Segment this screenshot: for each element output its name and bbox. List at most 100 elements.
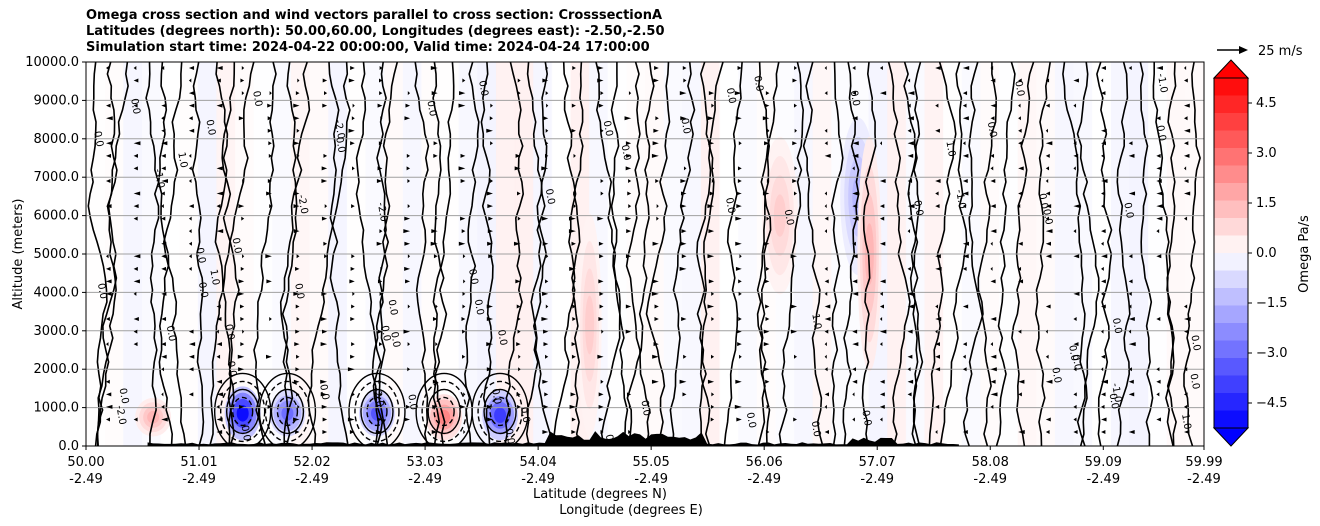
- wind-vector: [824, 66, 827, 70]
- wind-vector: [487, 417, 493, 422]
- wind-vector: [852, 342, 859, 347]
- wind-vector: [824, 204, 827, 209]
- wind-vector: [377, 329, 383, 334]
- wind-vector: [1073, 291, 1080, 296]
- wind-vector: [106, 66, 109, 70]
- wind-vector: [133, 317, 139, 322]
- wind-vector: [1045, 379, 1053, 384]
- wind-vector: [240, 342, 245, 347]
- wind-vector: [1128, 254, 1133, 259]
- wind-vector: [297, 78, 300, 83]
- wind-vector: [322, 430, 328, 434]
- wind-vector: [824, 304, 831, 309]
- wind-vector: [737, 166, 742, 171]
- y-tick-labels: 0.0 1000.0 2000.0 3000.0 4000.0 5000.0 6000.0 7…: [25, 55, 86, 454]
- wind-vector: [1156, 379, 1161, 384]
- wind-vector: [962, 342, 967, 347]
- wind-vector: [1184, 103, 1190, 108]
- wind-vector: [161, 317, 167, 322]
- wind-vector: [990, 354, 997, 359]
- wind-vector: [1156, 204, 1164, 209]
- wind-vector: [349, 430, 355, 434]
- wind-vector: [628, 430, 632, 434]
- wind-vector: [962, 430, 968, 434]
- wind-vector: [352, 392, 355, 397]
- colorbar-tick-label: 4.5: [1256, 96, 1277, 111]
- wind-vector: [734, 91, 742, 96]
- wind-vector: [542, 291, 549, 296]
- wind-vector: [462, 304, 466, 309]
- contour-loop: [471, 372, 529, 446]
- wind-vector: [407, 204, 411, 209]
- wind-vector: [571, 342, 576, 347]
- contour-label: 0.0: [194, 247, 208, 265]
- contour-label: 0.0: [985, 121, 999, 139]
- colorbar-tick-label: 3.0: [1256, 146, 1277, 161]
- wind-vector: [293, 204, 300, 209]
- contour-label: 0.0: [386, 299, 400, 317]
- y-tick-label: 10000.0: [25, 55, 79, 70]
- contour-label: 0.0: [91, 130, 105, 148]
- wind-vector: [1045, 430, 1050, 434]
- colorbar-segment: [1214, 200, 1248, 219]
- wind-vector: [545, 91, 549, 96]
- contour-loop: [264, 380, 311, 443]
- wind-vector: [1045, 78, 1050, 83]
- contour-label: 0.0: [678, 117, 692, 135]
- wind-vector: [404, 417, 411, 422]
- wind-vector: [794, 166, 798, 171]
- wind-vector: [600, 191, 604, 196]
- contour-label: 0.0: [1107, 392, 1121, 410]
- wind-vector: [188, 91, 195, 96]
- wind-vector: [763, 367, 770, 372]
- colorbar-segment: [1214, 270, 1248, 289]
- wind-vector: [516, 392, 521, 397]
- wind-vector: [962, 304, 969, 309]
- wind-vector: [161, 116, 165, 121]
- wind-vector: [935, 66, 941, 70]
- contour-label: 1.0: [1179, 413, 1193, 431]
- wind-vector: [133, 141, 141, 146]
- wind-vector: [852, 116, 858, 121]
- wind-vector: [711, 317, 715, 322]
- wind-vector: [404, 241, 411, 246]
- wind-vector: [907, 304, 914, 309]
- wind-vector: [735, 266, 742, 271]
- wind-vector: [824, 342, 827, 347]
- wind-vector: [852, 367, 857, 372]
- wind-vector: [794, 66, 798, 70]
- wind-vector: [463, 430, 466, 434]
- wind-vector: [293, 103, 300, 108]
- wind-vector: [1073, 342, 1079, 347]
- wind-vector: [434, 367, 438, 372]
- wind-vector: [1045, 417, 1051, 422]
- wind-vector: [907, 354, 913, 359]
- wind-vector: [295, 367, 300, 372]
- x-tick-label-lat: 51.01: [180, 455, 217, 470]
- wind-vector: [600, 91, 604, 96]
- wind-vector: [322, 329, 328, 334]
- wind-vector: [1156, 417, 1161, 422]
- wind-vector: [161, 128, 166, 133]
- wind-vector: [216, 354, 221, 359]
- wind-vector: [1073, 404, 1077, 409]
- contour-label: 0.0: [222, 323, 236, 341]
- contour-label: 0.0: [164, 325, 178, 343]
- wind-vector: [430, 66, 438, 70]
- wind-vector: [935, 430, 938, 434]
- contour-label: 0.0: [1188, 334, 1202, 352]
- wind-vector: [432, 379, 438, 384]
- contour-label: 0.0: [859, 409, 873, 427]
- wind-vector: [679, 266, 687, 271]
- wind-vector: [161, 241, 167, 246]
- wind-vector: [514, 166, 521, 171]
- wind-vector: [600, 128, 604, 133]
- wind-vector: [651, 379, 659, 384]
- wind-vector: [542, 78, 549, 83]
- wind-vector: [1156, 229, 1160, 234]
- wind-vector: [161, 354, 167, 359]
- contour-label: 0.0: [518, 406, 532, 424]
- wind-vector: [188, 329, 194, 334]
- wind-vector: [1045, 103, 1050, 108]
- wind-vector: [879, 91, 887, 96]
